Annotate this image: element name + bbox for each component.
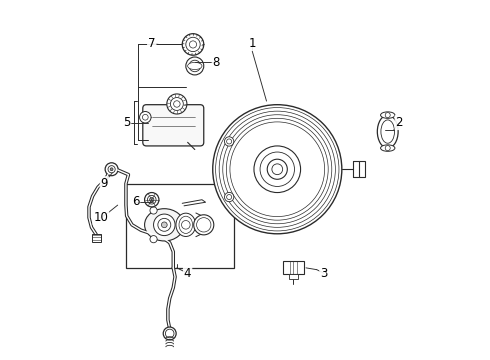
Ellipse shape — [145, 209, 184, 241]
Text: 6: 6 — [132, 195, 139, 208]
Circle shape — [110, 168, 113, 171]
Ellipse shape — [381, 120, 394, 143]
Text: 8: 8 — [213, 56, 220, 69]
Circle shape — [173, 101, 180, 107]
Circle shape — [189, 60, 200, 72]
Circle shape — [150, 235, 157, 243]
Text: 4: 4 — [184, 267, 192, 280]
Circle shape — [186, 37, 200, 51]
Circle shape — [149, 198, 154, 202]
Circle shape — [163, 327, 176, 340]
Circle shape — [145, 193, 159, 207]
Circle shape — [190, 41, 196, 48]
Circle shape — [171, 98, 183, 111]
Circle shape — [385, 113, 390, 118]
Circle shape — [267, 159, 287, 179]
Circle shape — [167, 94, 187, 114]
Text: 3: 3 — [320, 267, 328, 280]
Circle shape — [254, 146, 300, 193]
Ellipse shape — [381, 145, 395, 151]
Circle shape — [272, 164, 283, 175]
Circle shape — [223, 115, 332, 224]
Ellipse shape — [176, 213, 196, 237]
Text: 1: 1 — [248, 37, 256, 50]
Text: 10: 10 — [94, 211, 108, 224]
Ellipse shape — [188, 62, 202, 69]
Circle shape — [161, 222, 167, 228]
Circle shape — [150, 207, 157, 214]
Text: 2: 2 — [395, 116, 403, 129]
Circle shape — [153, 214, 175, 235]
Circle shape — [226, 118, 328, 220]
Text: 7: 7 — [148, 37, 155, 50]
Circle shape — [230, 122, 324, 217]
Bar — [283, 261, 304, 274]
Circle shape — [227, 194, 232, 199]
Bar — [359, 161, 366, 177]
Ellipse shape — [179, 216, 193, 233]
FancyBboxPatch shape — [143, 105, 204, 146]
Circle shape — [196, 218, 211, 232]
Circle shape — [186, 57, 204, 75]
Circle shape — [213, 105, 342, 234]
Ellipse shape — [381, 112, 395, 118]
Circle shape — [385, 145, 390, 150]
Circle shape — [260, 152, 294, 186]
Circle shape — [224, 192, 234, 202]
Circle shape — [219, 111, 335, 227]
Circle shape — [181, 221, 190, 229]
Circle shape — [147, 195, 156, 204]
Circle shape — [166, 329, 174, 338]
Bar — [126, 184, 234, 268]
Circle shape — [227, 139, 232, 144]
Circle shape — [158, 219, 171, 231]
Bar — [92, 234, 101, 242]
Circle shape — [216, 108, 339, 231]
Bar — [289, 274, 298, 279]
Circle shape — [140, 112, 151, 123]
Circle shape — [105, 163, 118, 176]
Circle shape — [224, 137, 234, 146]
Circle shape — [108, 166, 115, 173]
Ellipse shape — [377, 115, 398, 148]
Circle shape — [182, 34, 204, 55]
Circle shape — [194, 215, 214, 235]
Text: 9: 9 — [100, 177, 108, 190]
Text: 5: 5 — [123, 116, 130, 129]
Circle shape — [143, 114, 148, 120]
